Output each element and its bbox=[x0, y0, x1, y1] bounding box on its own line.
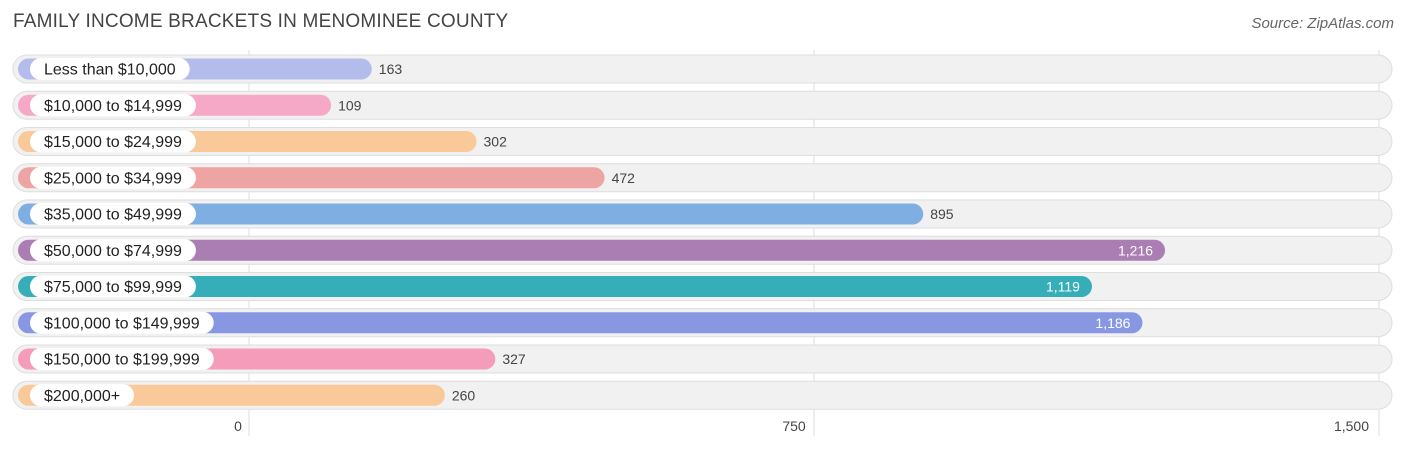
category-pill bbox=[30, 348, 214, 370]
value-label: 472 bbox=[612, 170, 636, 186]
value-label: 1,216 bbox=[1118, 242, 1153, 258]
value-label: 327 bbox=[502, 351, 526, 367]
bar-row: Less than $10,000 163 bbox=[12, 54, 1393, 84]
category-label: $15,000 to $24,999 bbox=[44, 134, 182, 151]
bar-row: $150,000 to $199,999 327 bbox=[12, 344, 1393, 374]
value-label: 260 bbox=[452, 387, 476, 403]
value-label: 163 bbox=[379, 61, 403, 77]
x-axis-ticks: 0 750 1,500 bbox=[234, 418, 1369, 434]
bar bbox=[18, 239, 1166, 261]
tick-label: 750 bbox=[782, 418, 806, 434]
bar bbox=[18, 312, 1143, 334]
bar-row: $50,000 to $74,999 1,216 bbox=[12, 235, 1393, 265]
category-label: $150,000 to $199,999 bbox=[44, 352, 200, 369]
category-pill bbox=[30, 203, 196, 225]
source-credit: Source: ZipAtlas.com bbox=[1251, 15, 1394, 32]
category-label: $35,000 to $49,999 bbox=[44, 207, 182, 224]
bar-rows: Less than $10,000 163 $10,000 to $14,999 10… bbox=[12, 54, 1393, 410]
category-label: $25,000 to $34,999 bbox=[44, 170, 182, 187]
category-label: $200,000+ bbox=[44, 388, 120, 405]
value-label: 302 bbox=[484, 134, 508, 150]
category-label: $75,000 to $99,999 bbox=[44, 279, 182, 296]
bar-row: $35,000 to $49,999 895 bbox=[12, 199, 1393, 229]
category-pill bbox=[30, 311, 214, 334]
category-pill bbox=[30, 94, 196, 117]
bar bbox=[18, 276, 1092, 297]
bar-row: $10,000 to $14,999 109 bbox=[12, 90, 1393, 120]
bar-row: $75,000 to $99,999 1,119 bbox=[12, 272, 1393, 301]
value-label: 109 bbox=[338, 97, 362, 113]
tick-label: 0 bbox=[234, 418, 242, 434]
category-pill bbox=[30, 384, 135, 407]
category-pill bbox=[30, 166, 196, 189]
bar-row: $25,000 to $34,999 472 bbox=[12, 163, 1393, 193]
chart-title: FAMILY INCOME BRACKETS IN MENOMINEE COUN… bbox=[13, 11, 509, 32]
bar bbox=[18, 203, 924, 225]
bar-row: $15,000 to $24,999 302 bbox=[12, 127, 1393, 156]
category-pill bbox=[30, 239, 196, 262]
category-label: $100,000 to $149,999 bbox=[44, 315, 200, 332]
value-label: 895 bbox=[930, 206, 954, 222]
bar-row: $100,000 to $149,999 1,186 bbox=[12, 308, 1393, 338]
category-pill bbox=[30, 275, 196, 298]
category-pill bbox=[30, 58, 190, 80]
value-label: 1,186 bbox=[1095, 315, 1130, 331]
category-label: $10,000 to $14,999 bbox=[44, 98, 182, 115]
category-label: Less than $10,000 bbox=[44, 62, 176, 79]
tick-label: 1,500 bbox=[1334, 418, 1369, 434]
row-track bbox=[12, 90, 1393, 120]
category-label: $50,000 to $74,999 bbox=[44, 243, 182, 260]
value-label: 1,119 bbox=[1046, 279, 1080, 295]
category-pill bbox=[30, 130, 196, 153]
bar-row: $200,000+ 260 bbox=[12, 380, 1393, 410]
